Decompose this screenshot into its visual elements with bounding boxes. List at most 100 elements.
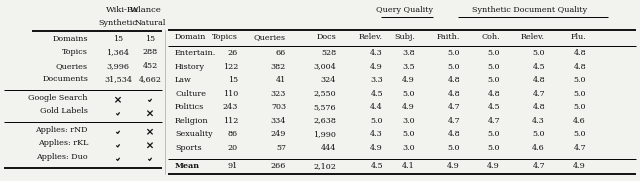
Text: Subj.: Subj. — [394, 33, 415, 41]
Text: 4.7: 4.7 — [532, 90, 545, 98]
Text: 3.0: 3.0 — [403, 144, 415, 151]
Text: 4.7: 4.7 — [532, 162, 545, 170]
Text: Queries: Queries — [56, 62, 88, 70]
Text: Mean: Mean — [175, 162, 200, 170]
Text: Query Quality: Query Quality — [376, 6, 433, 14]
Text: 4.5: 4.5 — [371, 90, 383, 98]
Text: 4.9: 4.9 — [371, 144, 383, 151]
Text: Sports: Sports — [175, 144, 202, 151]
Text: 243: 243 — [223, 103, 238, 111]
Text: 5.0: 5.0 — [447, 63, 460, 71]
Text: 5.0: 5.0 — [447, 144, 460, 151]
Text: 4.4: 4.4 — [371, 103, 383, 111]
Text: 2,102: 2,102 — [313, 162, 336, 170]
Text: 4.7: 4.7 — [447, 117, 460, 125]
Text: 3.0: 3.0 — [403, 117, 415, 125]
Text: 4.9: 4.9 — [403, 76, 415, 84]
Text: 249: 249 — [271, 130, 286, 138]
Text: Religion: Religion — [175, 117, 209, 125]
Text: 91: 91 — [228, 162, 238, 170]
Text: 5.0: 5.0 — [488, 49, 500, 57]
Text: 5.0: 5.0 — [573, 76, 586, 84]
Text: 5.0: 5.0 — [447, 49, 460, 57]
Text: Topics: Topics — [212, 33, 238, 41]
Text: 86: 86 — [228, 130, 238, 138]
Text: 15: 15 — [228, 76, 238, 84]
Text: 41: 41 — [276, 76, 286, 84]
Text: 452: 452 — [142, 62, 157, 70]
Text: 15: 15 — [113, 35, 123, 43]
Text: 324: 324 — [321, 76, 336, 84]
Text: 57: 57 — [276, 144, 286, 151]
Text: 5.0: 5.0 — [573, 103, 586, 111]
Text: 4.8: 4.8 — [532, 76, 545, 84]
Text: Applies: rND: Applies: rND — [35, 126, 88, 134]
Text: 382: 382 — [271, 63, 286, 71]
Text: 2,550: 2,550 — [314, 90, 336, 98]
Text: 323: 323 — [271, 90, 286, 98]
Text: 4.3: 4.3 — [371, 49, 383, 57]
Text: 4.1: 4.1 — [403, 162, 415, 170]
Text: 4.6: 4.6 — [573, 117, 586, 125]
Text: 5.0: 5.0 — [488, 130, 500, 138]
Text: 4.8: 4.8 — [573, 63, 586, 71]
Text: Sexuality: Sexuality — [175, 130, 212, 138]
Text: 288: 288 — [143, 48, 157, 56]
Text: Docs: Docs — [316, 33, 336, 41]
Text: 5.0: 5.0 — [532, 49, 545, 57]
Text: 15: 15 — [145, 35, 155, 43]
Text: 4.8: 4.8 — [447, 90, 460, 98]
Text: 26: 26 — [228, 49, 238, 57]
Text: 31,534: 31,534 — [104, 75, 132, 83]
Text: 4.7: 4.7 — [573, 144, 586, 151]
Text: 3.3: 3.3 — [371, 76, 383, 84]
Text: 4.3: 4.3 — [371, 130, 383, 138]
Text: 5.0: 5.0 — [488, 63, 500, 71]
Text: 444: 444 — [321, 144, 336, 151]
Text: 5,576: 5,576 — [314, 103, 336, 111]
Text: 4.5: 4.5 — [488, 103, 500, 111]
Text: Google Search: Google Search — [29, 94, 88, 102]
Text: 4.9: 4.9 — [371, 63, 383, 71]
Text: 4.3: 4.3 — [532, 117, 545, 125]
Text: 5.0: 5.0 — [573, 90, 586, 98]
Text: History: History — [175, 63, 205, 71]
Text: 20: 20 — [228, 144, 238, 151]
Text: 3,004: 3,004 — [313, 63, 336, 71]
Text: 4.8: 4.8 — [447, 130, 460, 138]
Text: Wiki-Balance: Wiki-Balance — [106, 6, 162, 14]
Text: Relev.: Relev. — [521, 33, 545, 41]
Text: Law: Law — [175, 76, 192, 84]
Text: 4.5: 4.5 — [371, 162, 383, 170]
Text: 5.0: 5.0 — [403, 90, 415, 98]
Text: 66: 66 — [276, 49, 286, 57]
Text: 122: 122 — [223, 63, 238, 71]
Text: 5.0: 5.0 — [403, 130, 415, 138]
Text: 4.8: 4.8 — [447, 76, 460, 84]
Text: Entertain.: Entertain. — [175, 49, 216, 57]
Text: 4,662: 4,662 — [138, 75, 161, 83]
Text: 3.8: 3.8 — [403, 49, 415, 57]
Text: 112: 112 — [223, 117, 238, 125]
Text: 4.8: 4.8 — [488, 90, 500, 98]
Text: Flu.: Flu. — [570, 33, 586, 41]
Text: Applies: rKL: Applies: rKL — [38, 139, 88, 147]
Text: 4.7: 4.7 — [488, 117, 500, 125]
Text: 110: 110 — [223, 90, 238, 98]
Text: 1,990: 1,990 — [313, 130, 336, 138]
Text: Applies: Duo: Applies: Duo — [36, 153, 88, 161]
Text: 528: 528 — [321, 49, 336, 57]
Text: 3,996: 3,996 — [106, 62, 129, 70]
Text: 4.5: 4.5 — [532, 63, 545, 71]
Text: 4.9: 4.9 — [573, 162, 586, 170]
Text: 4.9: 4.9 — [487, 162, 500, 170]
Text: 5.0: 5.0 — [573, 130, 586, 138]
Text: W: W — [130, 6, 138, 14]
Text: Documents: Documents — [42, 75, 88, 83]
Text: 4.8: 4.8 — [532, 103, 545, 111]
Text: Topics: Topics — [62, 48, 88, 56]
Text: 5.0: 5.0 — [532, 130, 545, 138]
Text: Synthetic Document Quality: Synthetic Document Quality — [472, 6, 588, 14]
Text: 3.5: 3.5 — [403, 63, 415, 71]
Text: Queries: Queries — [254, 33, 286, 41]
